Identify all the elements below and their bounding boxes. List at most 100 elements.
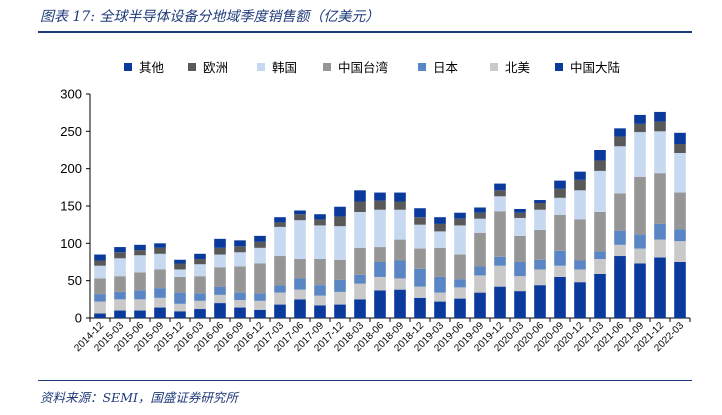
bar-segment — [494, 190, 506, 197]
bar-segment — [514, 291, 526, 318]
bar-segment — [414, 248, 426, 269]
legend-swatch — [124, 63, 132, 71]
bar-segment — [234, 240, 246, 247]
bar-segment — [454, 298, 466, 318]
bar-segment — [574, 190, 586, 220]
bar-segment — [394, 260, 406, 279]
bar-segment — [114, 291, 126, 300]
bar-segment — [294, 299, 306, 318]
bar-segment — [614, 146, 626, 194]
bar-segment — [674, 241, 686, 262]
figure-title: 图表 17: 全球半导体设备分地域季度销售额（亿美元） — [40, 9, 380, 25]
bar-segment — [534, 229, 546, 260]
bar-segment — [174, 269, 186, 277]
bar-segment — [234, 266, 246, 293]
bar-segment — [534, 269, 546, 286]
bar-segment — [514, 217, 526, 236]
bar-segment — [414, 268, 426, 287]
bar-segment — [94, 265, 106, 279]
bar-segment — [634, 248, 646, 264]
bar-segment — [154, 243, 166, 248]
bar-segment — [114, 252, 126, 259]
bar-segment — [534, 203, 546, 210]
bar-segment — [654, 121, 666, 132]
bar-segment — [634, 176, 646, 235]
bar-segment — [454, 287, 466, 299]
bar-segment — [334, 259, 346, 280]
bar-segment — [214, 294, 226, 304]
bar-segment — [674, 262, 686, 318]
bar-segment — [174, 259, 186, 264]
bar-segment — [654, 173, 666, 224]
bar-segment — [134, 299, 146, 311]
legend-swatch — [490, 63, 498, 71]
bar-segment — [454, 212, 466, 219]
bar-segment — [474, 218, 486, 233]
bar-segment — [574, 171, 586, 180]
bar-segment — [94, 301, 106, 314]
bar-segment — [214, 267, 226, 287]
bar-segment — [394, 192, 406, 202]
bar-segment — [134, 250, 146, 256]
bar-segment — [374, 192, 386, 201]
bar-segment — [154, 269, 166, 289]
bar-segment — [174, 263, 186, 270]
bar-segment — [434, 301, 446, 318]
bar-segment — [554, 214, 566, 251]
bar-segment — [654, 111, 666, 122]
bar-segment — [374, 276, 386, 291]
legend-swatch — [555, 63, 563, 71]
bar-segment — [614, 193, 626, 231]
bar-segment — [374, 200, 386, 210]
bar-segment — [134, 272, 146, 291]
bar-segment — [234, 300, 246, 308]
y-tick-label: 0 — [75, 311, 82, 326]
bar-segment — [314, 214, 326, 220]
bar-segment — [314, 219, 326, 226]
bar-segment — [614, 136, 626, 147]
bar-segment — [314, 295, 326, 306]
bar-segment — [174, 276, 186, 293]
bar-segment — [94, 254, 106, 261]
legend-label: 中国大陆 — [570, 60, 620, 75]
bar-segment — [354, 283, 366, 300]
bar-segment — [294, 278, 306, 290]
bar-segment — [534, 209, 546, 230]
bar-segment — [334, 226, 346, 260]
bar-segment — [294, 259, 306, 279]
bar-segment — [194, 276, 206, 294]
legend-swatch — [323, 63, 331, 71]
bar-segment — [154, 307, 166, 318]
bar-segment — [674, 152, 686, 193]
bar-segment — [314, 225, 326, 260]
y-tick-label: 50 — [68, 273, 82, 288]
bar-segment — [654, 131, 666, 174]
bar-segment — [374, 209, 386, 248]
bar-segment — [234, 307, 246, 318]
bar-segment — [294, 289, 306, 300]
bar-segment — [174, 292, 186, 304]
bar-segment — [634, 114, 646, 124]
bar-segment — [414, 286, 426, 298]
bar-segment — [614, 244, 626, 257]
legend-label: 欧洲 — [203, 60, 228, 75]
y-tick-label: 200 — [60, 161, 82, 176]
bar-segment — [434, 231, 446, 248]
bar-segment — [554, 188, 566, 198]
bar-segment — [114, 299, 126, 311]
bar-segment — [494, 211, 506, 257]
bar-segment — [514, 212, 526, 218]
bar-segment — [354, 190, 366, 202]
bar-segment — [454, 225, 466, 255]
bar-segment — [354, 247, 366, 275]
bar-segment — [394, 209, 406, 240]
source-note: 资料来源：SEMI，国盛证券研究所 — [40, 390, 238, 405]
bar-segment — [534, 200, 546, 204]
bar-segment — [474, 232, 486, 267]
bar-segment — [194, 259, 206, 265]
bar-segment — [554, 180, 566, 189]
bar-segment — [154, 247, 166, 254]
bar-segment — [154, 253, 166, 270]
bar-segment — [594, 160, 606, 171]
bar-segment — [214, 247, 226, 255]
